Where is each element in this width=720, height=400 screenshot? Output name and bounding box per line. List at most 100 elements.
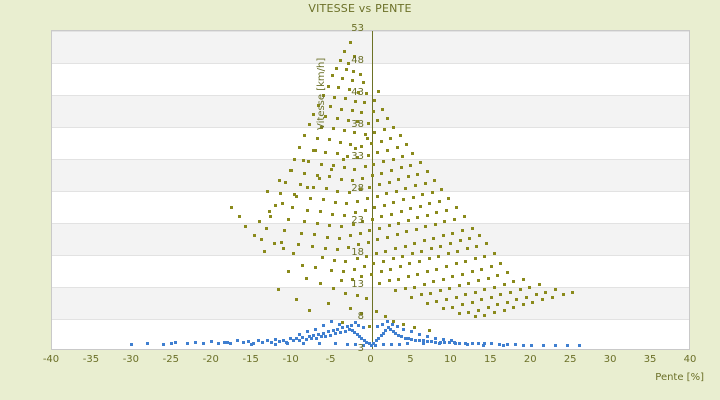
data-point (288, 337, 292, 341)
data-point (385, 148, 389, 152)
data-point (413, 285, 417, 289)
data-point (454, 262, 458, 266)
data-point (358, 231, 362, 235)
data-point (464, 293, 468, 297)
data-point (272, 241, 276, 245)
y-axis-line (371, 31, 373, 349)
data-point (294, 194, 298, 198)
data-point (363, 133, 367, 137)
data-point (391, 157, 395, 161)
data-point (406, 175, 410, 179)
data-point (385, 320, 389, 324)
data-point (416, 272, 420, 276)
data-point (512, 305, 516, 309)
data-point (324, 115, 328, 119)
data-point (278, 192, 282, 196)
data-point (348, 328, 352, 332)
data-point (528, 285, 532, 289)
data-point (435, 299, 439, 303)
grid-line (52, 159, 689, 160)
data-point (216, 341, 220, 345)
data-point (561, 293, 565, 297)
grid-band (52, 223, 689, 255)
data-point (350, 329, 354, 333)
data-point (365, 340, 369, 344)
data-point (405, 143, 409, 147)
data-point (395, 325, 399, 329)
data-point (317, 103, 321, 107)
data-point (312, 334, 316, 338)
data-point (293, 157, 297, 161)
x-tick-label: 30 (603, 354, 617, 365)
data-point (338, 140, 342, 144)
data-point (419, 293, 423, 297)
data-point (461, 272, 465, 276)
data-point (496, 303, 500, 307)
data-point (365, 92, 369, 96)
data-point (524, 295, 528, 299)
data-point (451, 275, 455, 279)
data-point (377, 281, 381, 285)
data-point (229, 342, 233, 346)
data-point (409, 337, 413, 341)
data-point (489, 295, 493, 299)
data-point (357, 323, 361, 327)
data-point (322, 331, 326, 335)
data-point (335, 248, 339, 252)
data-point (464, 341, 468, 345)
data-point (410, 152, 414, 156)
data-point (290, 206, 294, 210)
data-point (294, 336, 298, 340)
data-point (328, 175, 332, 179)
data-point (344, 97, 348, 101)
data-point (366, 121, 370, 125)
data-point (505, 343, 509, 347)
data-point (341, 321, 345, 325)
data-point (335, 152, 339, 156)
data-point (438, 340, 442, 344)
data-point (433, 179, 437, 183)
grid-line (52, 287, 689, 288)
data-point (347, 88, 351, 92)
x-tick-label: 0 (367, 354, 374, 365)
data-point (381, 322, 385, 326)
x-tick-label: 5 (407, 354, 414, 365)
data-point (408, 262, 412, 266)
data-point (355, 294, 359, 298)
data-point (311, 148, 315, 152)
data-point (306, 185, 310, 189)
data-point (339, 177, 343, 181)
data-point (350, 323, 354, 327)
data-point (312, 185, 316, 189)
data-point (338, 58, 342, 62)
data-point (372, 162, 376, 166)
data-point (354, 321, 358, 325)
data-point (413, 338, 417, 342)
data-point (384, 249, 388, 253)
data-point (349, 41, 353, 45)
data-point (391, 330, 395, 334)
data-point (328, 224, 332, 228)
data-point (288, 169, 292, 173)
data-point (130, 343, 134, 347)
data-point (325, 186, 329, 190)
data-point (410, 252, 414, 256)
data-point (306, 330, 310, 334)
x-tick-label: -40 (42, 354, 60, 365)
grid-band (52, 31, 689, 63)
data-point (493, 285, 496, 289)
data-point (418, 161, 422, 165)
data-point (362, 343, 365, 347)
data-point (398, 134, 402, 138)
data-point (425, 302, 429, 306)
data-point (485, 241, 489, 245)
data-point (333, 96, 337, 100)
data-point (318, 281, 322, 285)
data-point (411, 195, 415, 199)
data-point (302, 158, 306, 162)
data-point (384, 314, 388, 318)
data-point (349, 234, 353, 238)
data-point (374, 252, 378, 256)
data-point (489, 265, 493, 269)
data-point (381, 259, 385, 263)
